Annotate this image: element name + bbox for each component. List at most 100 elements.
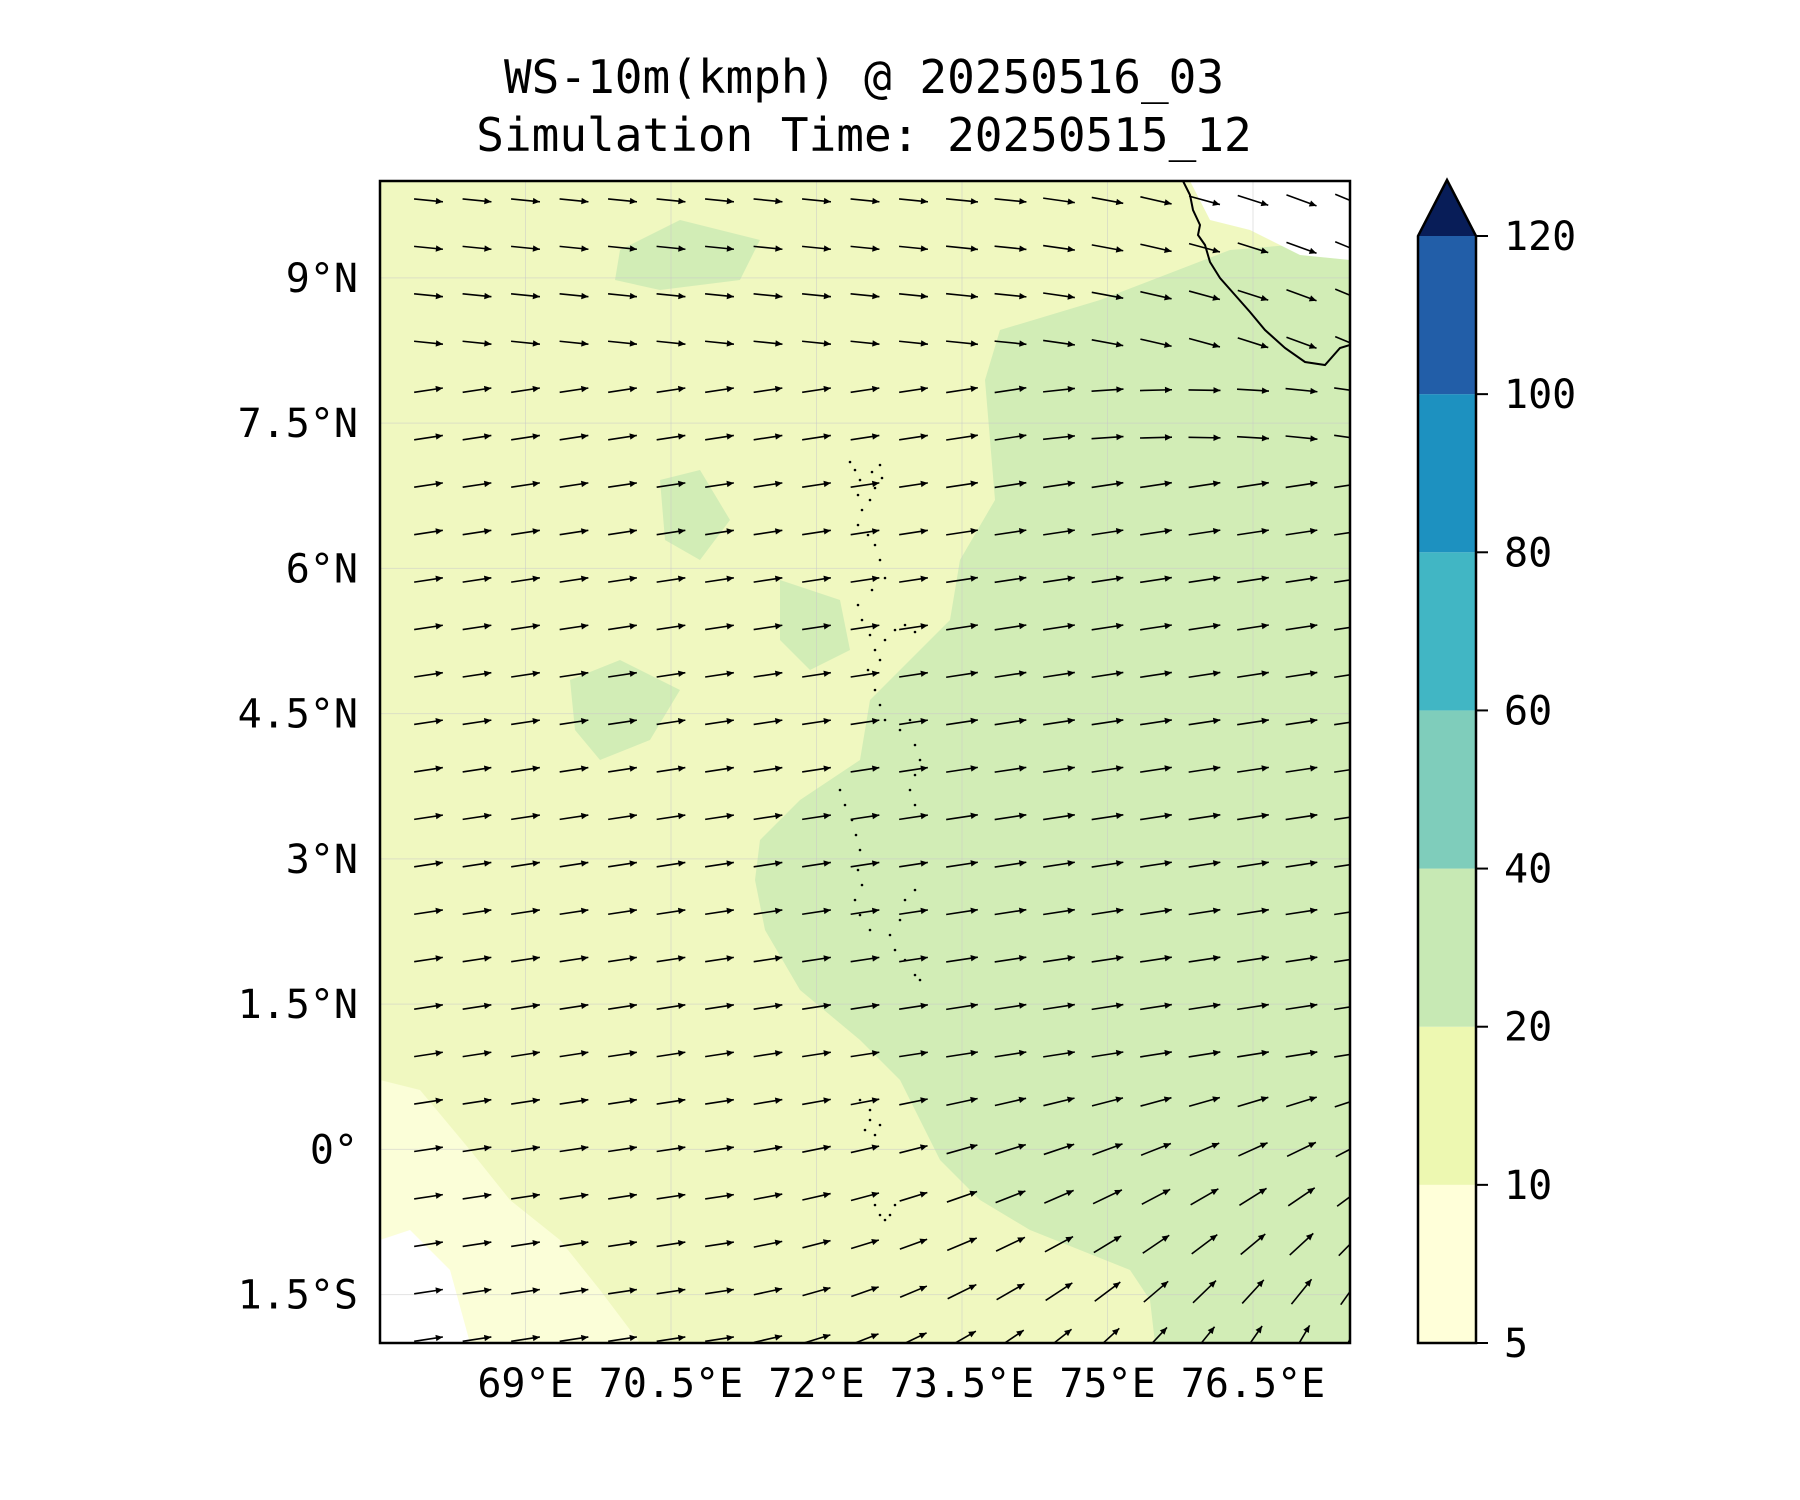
wind-arrow (559, 1002, 589, 1010)
y-axis-ticks: 9°N 7.5°N 6°N 4.5°N 3°N 1.5°N 0° 1.5°S (238, 256, 358, 1319)
wind-arrow (753, 670, 783, 678)
wind-arrow (802, 765, 831, 773)
wind-arrow (1188, 527, 1221, 536)
wind-arrow (802, 385, 831, 394)
wind-arrow (462, 480, 492, 489)
colorbar-label: 20 (1504, 1005, 1552, 1051)
wind-arrow (511, 670, 540, 678)
wind-arrow (994, 245, 1027, 252)
atoll-dot (913, 630, 917, 634)
wind-arrow (1237, 765, 1269, 773)
atoll-dot (873, 648, 877, 652)
wind-arrow (1140, 1002, 1172, 1011)
wind-arrow (946, 860, 978, 868)
wind-arrow (1003, 1329, 1025, 1343)
wind-arrow (946, 765, 978, 773)
wind-arrow (1237, 907, 1269, 916)
wind-arrow (1237, 194, 1269, 207)
wind-arrow (1188, 765, 1221, 773)
wind-arrow (899, 1097, 928, 1106)
wind-arrow (656, 385, 686, 394)
wind-arrow (994, 292, 1027, 300)
wind-arrow (1140, 243, 1172, 253)
wind-arrow (850, 433, 880, 441)
colorbar-segment (1418, 868, 1476, 1027)
wind-arrow (705, 1097, 734, 1105)
wind-arrow (1043, 244, 1075, 253)
wind-arrow (1236, 387, 1270, 394)
wind-arrow (705, 528, 734, 536)
atoll-dot (893, 628, 897, 632)
colorbar-frame (1416, 177, 1478, 1345)
wind-arrow (946, 197, 978, 205)
wind-arrow (608, 1287, 637, 1295)
wind-arrow (462, 575, 492, 583)
title-line-1: WS-10m(kmph) @ 20250516_03 (503, 50, 1225, 104)
atoll-dot (868, 1118, 872, 1122)
wind-arrow (511, 1192, 540, 1200)
wind-arrow (1285, 955, 1318, 963)
wind-arrow (1334, 288, 1350, 297)
wind-arrow (1334, 1053, 1350, 1058)
wind-arrow (753, 1002, 783, 1010)
field-patch-3 (660, 470, 730, 560)
wind-arrow (559, 812, 589, 821)
wind-arrow (1091, 812, 1124, 821)
wind-arrow (994, 340, 1027, 347)
wind-arrow (994, 385, 1027, 394)
wind-arrow (414, 1097, 443, 1105)
wind-arrow (1298, 1324, 1311, 1343)
wind-arrow (608, 1145, 637, 1153)
wind-arrow (899, 860, 928, 868)
y-tick-label: 4.5°N (238, 692, 358, 738)
wind-arrow (946, 622, 978, 631)
wind-arrow (753, 1334, 783, 1343)
wind-arrow (608, 528, 637, 536)
wind-arrow (1188, 242, 1221, 254)
wind-arrow (850, 1050, 880, 1058)
wind-arrow (753, 718, 783, 726)
wind-arrow (1334, 816, 1350, 821)
wind-arrow (414, 623, 443, 631)
wind-arrow (946, 575, 978, 584)
wind-arrow (946, 1190, 978, 1203)
wind-arrow (656, 433, 686, 441)
wind-arrow (608, 623, 637, 631)
wind-arrow (1241, 1279, 1265, 1305)
wind-arrow (1249, 1325, 1263, 1343)
wind-arrow (511, 765, 540, 773)
wind-arrow (1091, 717, 1124, 726)
wind-arrow (1290, 1278, 1313, 1305)
wind-arrow (1139, 434, 1173, 441)
wind-arrow (608, 1334, 637, 1343)
coastline-india (1182, 181, 1350, 367)
wind-arrow (608, 670, 637, 678)
wind-arrow (801, 245, 832, 252)
wind-arrow (1043, 433, 1075, 441)
wind-arrow (899, 907, 928, 916)
wind-arrow (462, 528, 492, 536)
wind-arrow (413, 245, 444, 252)
atoll-dot (860, 508, 864, 512)
wind-arrow (1043, 480, 1075, 489)
wind-arrow (511, 812, 540, 821)
atoll-dot (853, 898, 857, 902)
wind-arrow (511, 860, 540, 868)
atoll-dot (856, 603, 860, 607)
wind-arrow (1334, 531, 1350, 536)
wind-arrow (1237, 337, 1269, 349)
wind-arrow (656, 575, 686, 583)
wind-arrow (705, 1192, 734, 1200)
wind-arrow (903, 1332, 927, 1343)
atoll-dot (913, 973, 917, 977)
atoll-dot (893, 1203, 897, 1207)
wind-arrow (511, 623, 540, 631)
wind-arrow (705, 670, 734, 678)
wind-arrow (850, 955, 880, 963)
wind-arrow (994, 197, 1027, 205)
wind-arrow (414, 765, 443, 773)
wind-arrow (753, 197, 783, 205)
wind-arrow (1091, 955, 1124, 963)
colorbar-label: 60 (1504, 688, 1552, 734)
wind-arrow (802, 670, 831, 678)
